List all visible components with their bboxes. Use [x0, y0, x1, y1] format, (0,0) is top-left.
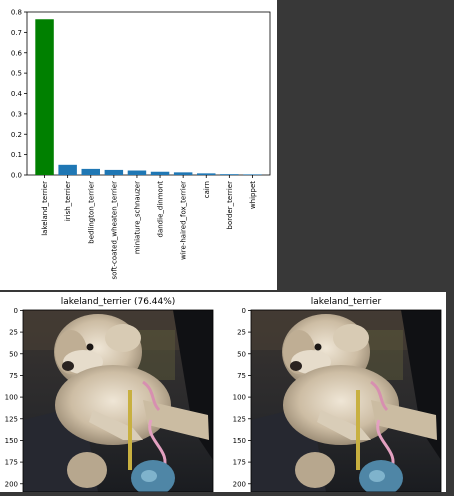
y-tick-label: 100 [233, 394, 246, 402]
y-tick-label: 50 [237, 350, 246, 358]
y-tick-label: 25 [237, 329, 246, 337]
x-tick-label: miniature_schnauzer [133, 181, 141, 254]
x-tick-label: lakeland_terrier [41, 181, 49, 236]
plot-frame [26, 11, 271, 176]
bar-dandie_dinmont [150, 171, 170, 175]
y-tick-label: 0.0 [11, 172, 22, 180]
bar-miniature_schnauzer [127, 170, 147, 175]
y-tick-label: 75 [237, 372, 246, 380]
y-tick-label: 150 [233, 437, 246, 445]
y-tick-label: 0 [242, 307, 246, 315]
bar-wire-haired_fox_terrier [173, 172, 193, 175]
y-tick-label: 175 [5, 459, 18, 467]
x-tick-label: wire-haired_fox_terrier [180, 181, 188, 260]
bar-cairn [197, 173, 216, 175]
x-tick-label: cairn [203, 181, 211, 198]
y-tick-label: 0.3 [11, 110, 22, 118]
x-tick-label: soft-coated_wheaten_terrier [110, 181, 118, 280]
y-tick-label: 0.5 [11, 70, 22, 78]
y-tick-label: 125 [5, 415, 18, 423]
dog-photo [249, 308, 443, 496]
probability-bar-chart: 0.0 0.1 0.2 0.3 0.4 0.5 0.6 0.7 0.8 lakeland_terr… [11, 9, 271, 280]
probability-chart-panel: 0.0 0.1 0.2 0.3 0.4 0.5 0.6 0.7 0.8 lakeland_terr… [0, 0, 277, 290]
y-tick-label: 125 [233, 415, 246, 423]
y-tick-label: 75 [9, 372, 18, 380]
bar-irish_terrier [58, 164, 77, 175]
image-figures: lakeland_terrier (76.44%) 0 25 50 75 100 125 15… [5, 297, 443, 496]
image-panel: lakeland_terrier (76.44%) 0 25 50 75 100 125 15… [0, 292, 446, 496]
y-tick-label: 25 [9, 329, 18, 337]
x-tick-label: bedlington_terrier [87, 181, 95, 244]
y-tick-label: 175 [233, 459, 246, 467]
x-tick-label: dandie_dinmont [157, 181, 165, 238]
y-tick-label: 0.8 [11, 9, 22, 17]
y-tick-label: 200 [233, 480, 246, 488]
dog-photo [21, 308, 215, 496]
x-tick-label: border_terrier [226, 181, 234, 230]
y-tick-label: 0.1 [11, 151, 22, 159]
y-tick-label: 0.7 [11, 29, 22, 37]
subplot-title: lakeland_terrier (76.44%) [61, 297, 176, 307]
y-tick-label: 50 [9, 350, 18, 358]
subplot-title: lakeland_terrier [311, 297, 382, 307]
image-subplot-1: lakeland_terrier (76.44%) 0 25 50 75 100 125 15… [5, 297, 215, 496]
y-tick-label: 0.6 [11, 49, 23, 57]
bar-whippet [243, 174, 262, 175]
y-tick-label: 150 [5, 437, 18, 445]
bar-lakeland_terrier [35, 19, 54, 176]
x-tick-label: irish_terrier [64, 181, 72, 221]
x-tick-label: whippet [249, 181, 257, 209]
bar-border_terrier [220, 174, 239, 175]
image-subplot-2: lakeland_terrier 0 25 50 75 100 125 150 175 200 [233, 297, 443, 496]
y-tick-label: 0 [14, 307, 18, 315]
y-tick-label: 0.4 [11, 90, 23, 98]
bar-soft-coated_wheaten_terrier [104, 169, 124, 175]
bar-bedlington_terrier [81, 168, 100, 175]
y-tick-label: 200 [5, 480, 18, 488]
y-tick-label: 100 [5, 394, 18, 402]
y-tick-label: 0.2 [11, 131, 22, 139]
